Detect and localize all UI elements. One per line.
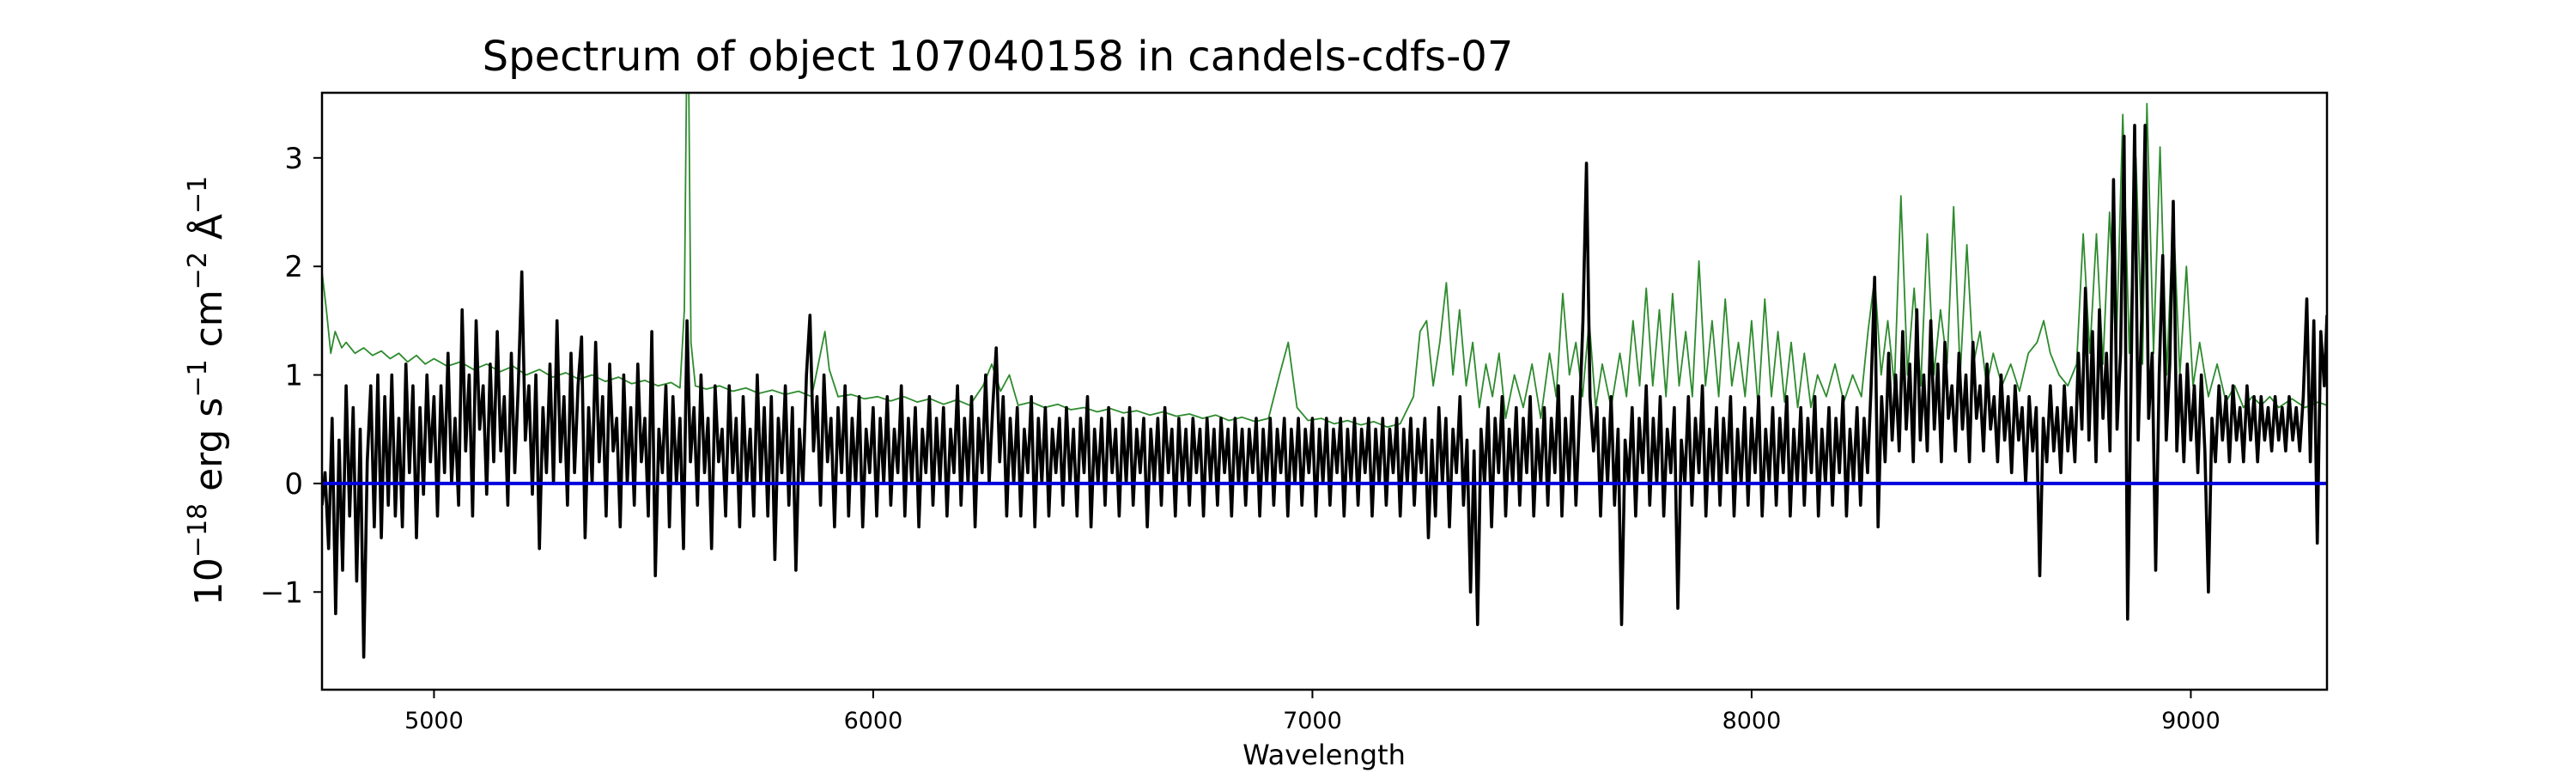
x-axis-label: Wavelength	[1242, 739, 1406, 771]
y-label-exponent: −2	[183, 252, 213, 289]
chart-title: Spectrum of object 107040158 in candels-…	[483, 33, 1514, 81]
x-tick-label: 6000	[844, 708, 903, 734]
x-tick-label: 8000	[1722, 708, 1782, 734]
y-label-exponent: −1	[183, 359, 213, 397]
flux-series-line	[322, 124, 2327, 659]
y-label-part: 10	[187, 557, 231, 606]
y-tick-label: 3	[284, 142, 303, 176]
x-tick-label: 9000	[2161, 708, 2221, 734]
series-layer	[322, 93, 2327, 659]
y-label-exponent: −18	[183, 503, 213, 557]
plot-frame	[320, 91, 2329, 691]
y-label-part: cm	[187, 289, 231, 359]
y-label-part: erg s	[187, 398, 231, 503]
y-tick-label: 0	[284, 467, 303, 502]
y-label-exponent: −1	[183, 176, 213, 214]
y-tick-label: 1	[284, 359, 303, 393]
y-tick-label: −1	[260, 575, 303, 610]
y-axis: −1 0 1 2 3	[260, 142, 322, 610]
noise-series-line	[322, 93, 2327, 429]
y-axis-label: 10−18 erg s−1 cm−2 Å−1	[183, 176, 231, 606]
y-label-part: Å	[185, 214, 231, 252]
plot-area: 5000 6000 7000 8000 9000 −1 0 1 2 3	[260, 91, 2329, 734]
y-tick-label: 2	[284, 250, 303, 284]
x-axis: 5000 6000 7000 8000 9000	[404, 690, 2221, 734]
x-tick-label: 7000	[1283, 708, 1342, 734]
x-tick-label: 5000	[404, 708, 464, 734]
